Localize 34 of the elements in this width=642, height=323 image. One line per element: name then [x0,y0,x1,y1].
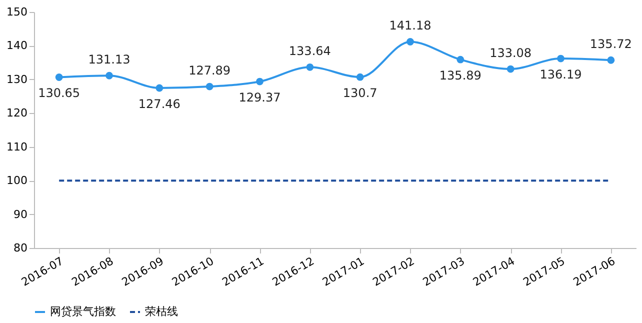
data-label: 136.19 [540,68,582,82]
data-label: 131.13 [88,52,130,67]
y-tick-label: 150 [6,6,28,18]
data-label: 135.72 [590,37,632,52]
point [506,65,514,73]
point [356,73,364,81]
data-label: 127.46 [138,96,180,111]
y-tick-label: 100 [6,174,28,188]
y-tick-label: 130 [6,72,28,86]
data-label: 130.7 [342,86,378,100]
data-label: 127.89 [188,64,231,78]
point [256,78,264,86]
data-label: 133.64 [288,44,331,58]
y-tick-label: 120 [6,106,28,120]
data-label: 141.18 [389,18,432,33]
point [156,84,164,92]
data-label: 130.65 [38,86,80,100]
point [607,56,615,64]
y-tick-label: 140 [6,39,28,52]
y-tick-label: 80 [14,242,28,254]
legend-label: 荣枯线 [145,305,178,318]
point [106,72,113,80]
y-tick-label: 110 [6,140,28,154]
point [306,63,314,71]
data-label: 133.08 [490,46,532,60]
point [206,82,214,90]
y-tick-label: 90 [14,208,28,221]
data-label: 129.37 [238,90,281,105]
point [406,38,414,46]
data-label: 135.89 [439,68,482,83]
legend-label: 网贷景气指数 [50,305,116,318]
point [456,56,464,64]
point [557,54,564,62]
point [55,74,63,81]
